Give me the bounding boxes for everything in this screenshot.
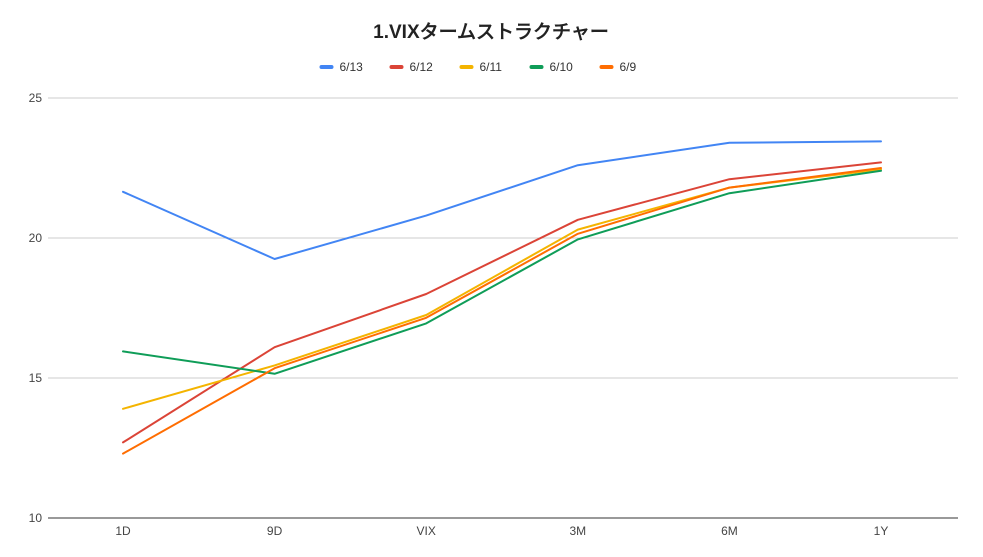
x-axis-ticks: 1D 9D VIX 3M 6M 1Y [115, 524, 888, 538]
y-tick-label: 15 [29, 371, 43, 385]
y-tick-label: 10 [29, 511, 43, 525]
x-tick-label: 1Y [874, 524, 889, 538]
x-tick-label: 9D [267, 524, 283, 538]
legend-swatch [529, 65, 544, 69]
series-line-6-13 [122, 140, 882, 260]
x-tick-label: VIX [417, 524, 436, 538]
x-tick-label: 6M [721, 524, 738, 538]
legend-swatch [389, 65, 404, 69]
y-tick-label: 25 [29, 91, 43, 105]
x-tick-label: 1D [115, 524, 131, 538]
legend-label: 6/13 [340, 60, 364, 74]
x-tick-label: 3M [569, 524, 586, 538]
y-tick-label: 20 [29, 231, 43, 245]
legend-swatch [599, 65, 614, 69]
gridlines [48, 97, 958, 519]
legend-label: 6/10 [550, 60, 574, 74]
legend-label: 6/11 [480, 60, 503, 74]
series-line-6-10 [122, 169, 882, 375]
series-line-6-12 [122, 161, 882, 444]
series-line-6-11 [122, 168, 882, 410]
legend-swatch [459, 65, 474, 69]
series-line-6-9 [122, 167, 882, 455]
legend-swatch [319, 65, 334, 69]
series-lines [122, 140, 882, 455]
y-axis-ticks: 10 15 20 25 [29, 91, 43, 525]
legend-label: 6/12 [410, 60, 434, 74]
legend: 6/13 6/12 6/11 6/10 6/9 [319, 60, 637, 74]
legend-label: 6/9 [620, 60, 637, 74]
chart-title: 1.VIXタームストラクチャー [373, 21, 609, 43]
